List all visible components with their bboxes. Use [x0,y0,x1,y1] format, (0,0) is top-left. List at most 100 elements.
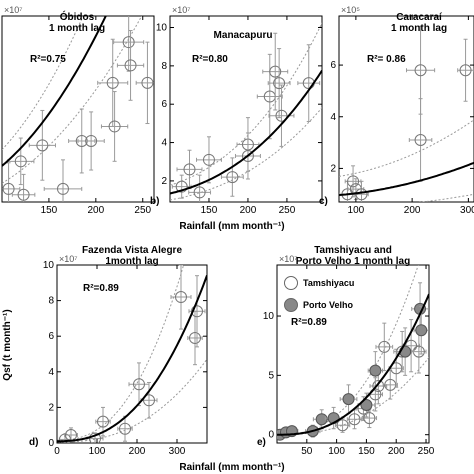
caracarai-x-tick-label: 200 [404,205,421,216]
tamshiyacu-data-point [336,419,349,432]
tamshiyacu-title-line: Tamshiyacu and [314,245,392,256]
obidos-band-upper [2,16,84,151]
manacapuru-data-point [202,153,215,166]
tamshiyacu-data2-point [415,324,428,337]
tamshiyacu-x-tick-label: 250 [418,446,435,457]
manacapuru-data-point [275,109,288,122]
manacapuru-title-line: Manacapuru [214,30,273,41]
obidos-data-point [122,36,135,49]
fazenda-data-point [175,291,187,304]
fazenda-y-tick-label: 10 [43,260,55,271]
x-axis-label-top: Rainfall (mm month⁻¹) [179,221,284,232]
tamshiyacu-data-point [363,412,376,425]
manacapuru-data-point [175,180,188,193]
manacapuru-data-point [269,65,282,78]
fazenda-data-point [143,394,155,407]
tamshiyacu-fit-line [277,293,429,436]
fazenda-fit-line [57,275,207,443]
obidos-fit-line [2,16,107,167]
tamshiyacu-panel-label: e) [257,437,266,448]
obidos-data-point [14,155,27,168]
tamshiyacu-r2-label: R²=0.89 [291,317,327,328]
fazenda-data-point [119,422,131,435]
panel-fazenda-vista-alegre: 0 100 200 300 0 2 4 6 8 10 ×10⁷ Fazenda Vista Alegr… [29,245,208,457]
obidos-x-tick-label: 200 [87,205,104,216]
tamshiyacu-data2-point [369,364,382,377]
manacapuru-plot-area [170,22,322,202]
caracarai-fit-line [339,161,474,197]
obidos-data-point [124,59,137,72]
caracarai-panel-label: c) [319,196,328,207]
manacapuru-x-tick-label: 150 [201,205,218,216]
tamshiyacu-x-tick-label: 150 [358,446,375,457]
obidos-data-point [85,134,98,147]
tamshiyacu-legend-marker [284,276,298,290]
obidos-title-line: 1 month lag [49,23,105,34]
fazenda-panel-label: d) [29,437,38,448]
caracarai-data-point [459,64,472,77]
fazenda-plot-area [57,265,207,443]
panel-manacapuru: 150 200 250 2 4 6 8 10 ×10⁷ Manacapuru R²=0.80 b) [150,5,323,216]
fazenda-y-tick-label: 2 [48,402,54,413]
tamshiyacu-y-exponent: ×10⁷ [279,254,298,264]
tamshiyacu-data2-point [342,393,355,406]
obidos-data-point [2,182,15,195]
caracarai-plot-area [339,25,474,202]
fazenda-axes-box [56,264,208,444]
caracarai-x-tick-label: 100 [348,205,365,216]
y-axis-label: Qsf (t month⁻¹) [2,309,13,380]
obidos-data-point [56,182,69,195]
manacapuru-x-tick-label: 250 [279,205,296,216]
manacapuru-y-tick-label: 8 [161,61,167,72]
fazenda-title-line: 1month lag [105,256,158,267]
obidos-title-line: Óbidos [60,10,95,23]
fazenda-y-exponent: ×10⁷ [59,254,78,264]
manacapuru-fit-line [170,70,322,195]
caracarai-x-tick-label: 300 [460,205,474,216]
tamshiyacu-title-line: Porto Velho 1 month lag [296,256,410,267]
manacapuru-data-point [241,149,254,162]
manacapuru-data-point [183,163,196,176]
obidos-x-tick-label: 150 [41,205,58,216]
fazenda-data-point [89,432,101,443]
fazenda-x-tick-label: 100 [89,446,106,457]
caracarai-r2-label: R²= 0.86 [367,54,406,65]
caracarai-data-point [414,64,427,77]
tamshiyacu-legend-label: Porto Velho [303,300,354,310]
tamshiyacu-x-tick-label: 50 [301,446,313,457]
manacapuru-panel-label: b) [150,196,159,207]
obidos-plot-area [2,16,154,202]
tamshiyacu-y-tick-label: 5 [268,370,274,381]
tamshiyacu-data-point [348,413,361,426]
fazenda-y-tick-label: 8 [48,296,54,307]
manacapuru-y-tick-label: 6 [161,99,167,110]
fazenda-x-tick-label: 200 [129,446,146,457]
tamshiyacu-data-point [378,340,391,353]
manacapuru-x-tick-label: 200 [240,205,257,216]
manacapuru-y-tick-label: 2 [161,176,167,187]
fazenda-x-tick-label: 300 [169,446,186,457]
x-axis-label-bottom: Rainfall (mm month⁻¹) [179,462,284,473]
caracarai-band-lower [418,193,474,202]
tamshiyacu-x-tick-label: 200 [388,446,405,457]
tamshiyacu-legend-marker [284,298,298,312]
caracarai-y-tick-label: 4 [330,112,336,123]
obidos-y-exponent: ×10⁷ [4,5,23,15]
obidos-data-point [17,188,30,201]
manacapuru-y-exponent: ×10⁷ [172,5,191,15]
tamshiyacu-data-point [372,380,385,393]
manacapuru-data-point [193,186,206,199]
manacapuru-r2-label: R²=0.80 [192,54,228,65]
tamshiyacu-data2-point [315,413,328,426]
tamshiyacu-y-tick-label: 0 [268,430,274,441]
fazenda-y-tick-label: 4 [48,367,54,378]
obidos-data-point [141,76,154,89]
obidos-data-point [36,139,49,152]
caracarai-title-line: Caracaraí [396,12,443,23]
manacapuru-data-point [273,77,286,90]
tamshiyacu-legend-label: Tamshiyacu [303,278,354,288]
